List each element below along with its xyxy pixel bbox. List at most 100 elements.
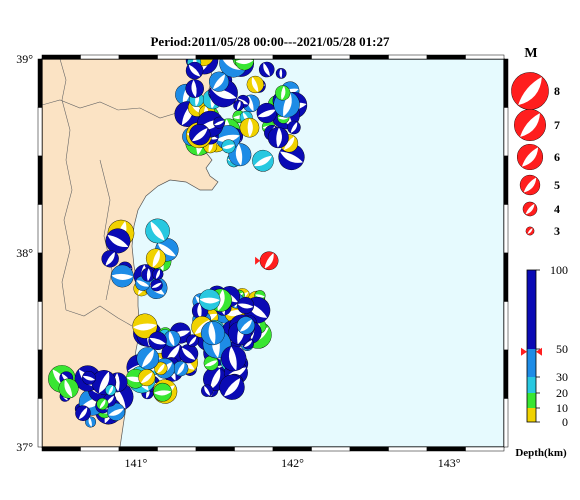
focal-mechanism-beachball [145, 248, 166, 269]
highlight-event-marker [255, 256, 261, 265]
prefecture-boundary [65, 305, 133, 327]
focal-mechanism-beachball [105, 228, 131, 254]
focal-mechanism-beachball [148, 331, 167, 351]
frame-bar-bottom [80, 446, 120, 452]
frame-bar-bottom [195, 446, 235, 452]
focal-mechanism-beachball [220, 345, 247, 372]
focal-mechanism-beachball [150, 279, 163, 292]
depth-colorbar-label: 0 [562, 415, 568, 429]
frame-bar-top [272, 54, 312, 60]
magnitude-legend-label: 6 [554, 150, 560, 164]
focal-mechanism-beachball [236, 316, 255, 335]
focal-mechanism-beachball [136, 347, 160, 370]
frame-bar-top [41, 54, 81, 60]
focal-mechanism-beachball [275, 85, 291, 101]
frame-bar-right [503, 301, 509, 351]
focal-mechanism-beachball [96, 398, 109, 410]
magnitude-legend-symbol [511, 72, 549, 110]
frame-bar-bottom [349, 446, 389, 452]
focal-mechanism-beachball [275, 68, 287, 79]
frame-bar-right [503, 349, 509, 399]
focal-mechanism-beachball [258, 61, 275, 78]
focal-mechanism-beachball [82, 371, 96, 385]
focal-mechanism-beachball [173, 360, 189, 377]
magnitude-legend-label: 4 [554, 202, 560, 216]
focal-mechanism-beachball [179, 344, 199, 364]
prefecture-boundary [99, 159, 113, 301]
frame-bar-left [37, 349, 43, 399]
magnitude-legend-symbol [522, 201, 538, 217]
period-title: Period:2011/05/28 00:00---2021/05/28 01:… [150, 34, 390, 49]
focal-mechanism-beachball [208, 71, 230, 92]
frame-bar-right [503, 107, 509, 157]
frame-bar-bottom [234, 446, 274, 452]
focal-mechanism-beachball [233, 100, 244, 111]
focal-mechanism-beachball [199, 289, 221, 311]
focal-mechanism-beachball [163, 330, 181, 348]
depth-colorbar-label: 100 [550, 263, 568, 277]
focal-mechanism-beachball [138, 369, 156, 387]
frame-bar-bottom [157, 446, 197, 452]
focal-mechanism-beachball [237, 296, 255, 314]
depth-colorbar-label: 20 [556, 386, 568, 400]
depth-colorbar-band [527, 408, 536, 422]
latitude-tick-label: 38° [16, 246, 33, 260]
focal-mechanism-beachball [145, 218, 170, 244]
frame-bar-left [37, 58, 43, 108]
magnitude-legend-label: 3 [554, 224, 560, 238]
depth-legend-title: Depth(km) [515, 447, 567, 459]
focal-mechanism-beachball [234, 59, 254, 71]
frame-bar-top [234, 54, 274, 60]
focal-mechanism-beachball [200, 321, 225, 346]
map-frame: 39° 38° 37° 141° 142° 143° [16, 52, 509, 470]
latitude-tick-label: 37° [16, 440, 33, 454]
frame-bar-bottom [465, 446, 505, 452]
frame-bar-bottom [426, 446, 466, 452]
focal-mechanism-beachball [75, 405, 91, 422]
focal-mechanism-beachball [203, 367, 228, 392]
frame-bar-top [195, 54, 235, 60]
focal-mechanism-beachball [101, 250, 119, 268]
frame-bar-top [349, 54, 389, 60]
highlight-event-beachball [259, 251, 279, 271]
magnitude-legend-label: 8 [554, 84, 560, 98]
depth-colorbar-label: 30 [556, 370, 568, 384]
frame-bar-left [37, 155, 43, 205]
depth-colorbar-frame [526, 269, 537, 423]
focal-mechanism-beachball [132, 313, 158, 339]
magnitude-legend-symbol [519, 174, 541, 196]
frame-bar-top [157, 54, 197, 60]
focal-mechanism-beachball [287, 120, 301, 135]
depth-marker-left [521, 347, 527, 356]
focal-mechanism-beachball [154, 361, 168, 375]
focal-mechanism-beachball [213, 116, 225, 129]
frame-bar-right [503, 204, 509, 254]
frame-bar-top [311, 54, 351, 60]
magnitude-legend-symbol [516, 143, 544, 171]
frame-bar-left [37, 204, 43, 254]
frame-bar-left [37, 398, 43, 448]
frame-bar-bottom [272, 446, 312, 452]
depth-colorbar-label: 10 [556, 401, 568, 415]
focal-mechanism-beachball [153, 382, 172, 402]
frame-bar-bottom [118, 446, 158, 452]
frame-bar-right [503, 398, 509, 448]
focal-mechanism-beachball [252, 149, 274, 172]
frame-bar-top [118, 54, 158, 60]
magnitude-legend-label: 7 [554, 118, 560, 132]
frame-bar-right [503, 252, 509, 302]
focal-mechanism-beachball [105, 384, 117, 396]
depth-colorbar-label: 50 [556, 342, 568, 356]
magnitude-legend-symbol [514, 109, 546, 141]
focal-mechanism-beachball [185, 61, 204, 80]
frame-bar-top [388, 54, 428, 60]
focal-mechanism-beachball [58, 378, 79, 399]
depth-colorbar-band [527, 377, 536, 393]
longitude-tick-label: 141° [125, 456, 148, 470]
frame-bar-right [503, 155, 509, 205]
focal-mechanism-beachball [239, 117, 260, 138]
latitude-tick-label: 39° [16, 52, 33, 66]
focal-mechanism-beachball [256, 102, 277, 124]
focal-mechanism-beachball [152, 268, 164, 280]
